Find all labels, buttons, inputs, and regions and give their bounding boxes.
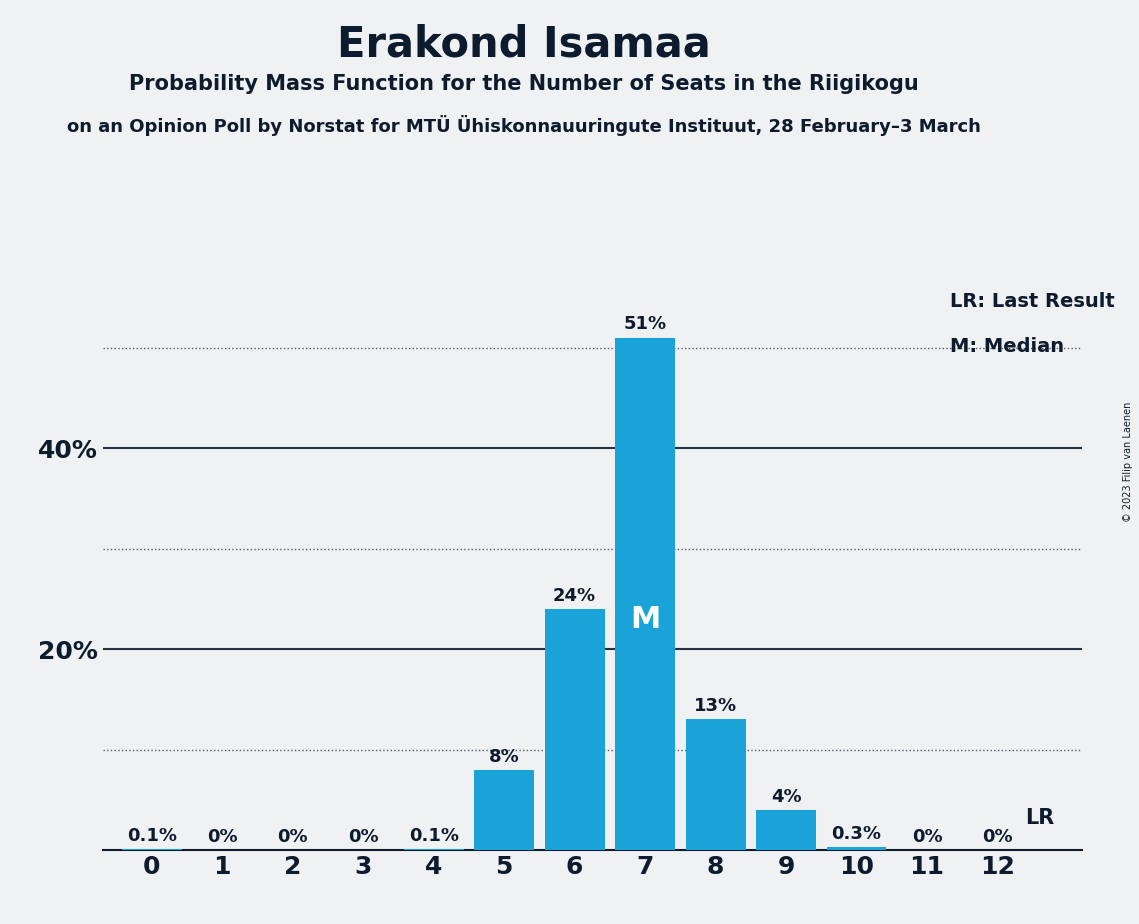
Bar (756, 809, 816, 850)
Text: 4%: 4% (771, 788, 802, 806)
Text: 0%: 0% (278, 828, 308, 846)
Text: 0.1%: 0.1% (409, 827, 459, 845)
Bar (827, 847, 886, 850)
Text: 0.3%: 0.3% (831, 825, 882, 843)
Text: 0%: 0% (207, 828, 238, 846)
Bar (474, 770, 534, 850)
Text: M: Median: M: Median (950, 337, 1064, 357)
Bar (403, 849, 464, 850)
Text: 13%: 13% (694, 698, 737, 715)
Text: 0%: 0% (982, 828, 1013, 846)
Text: 51%: 51% (623, 315, 666, 334)
Text: 0%: 0% (911, 828, 942, 846)
Text: 8%: 8% (489, 748, 519, 766)
Text: M: M (630, 605, 661, 634)
Bar (122, 849, 182, 850)
Text: 0.1%: 0.1% (126, 827, 177, 845)
Bar (544, 609, 605, 850)
Text: Erakond Isamaa: Erakond Isamaa (337, 23, 711, 65)
Text: © 2023 Filip van Laenen: © 2023 Filip van Laenen (1123, 402, 1133, 522)
Bar (615, 337, 675, 850)
Text: Probability Mass Function for the Number of Seats in the Riigikogu: Probability Mass Function for the Number… (129, 74, 919, 94)
Text: 0%: 0% (347, 828, 378, 846)
Text: 24%: 24% (554, 587, 596, 605)
Bar (686, 720, 746, 850)
Text: LR: Last Result: LR: Last Result (950, 292, 1115, 310)
Text: LR: LR (1025, 808, 1055, 828)
Text: on an Opinion Poll by Norstat for MTÜ Ühiskonnauuringute Instituut, 28 February–: on an Opinion Poll by Norstat for MTÜ Üh… (67, 116, 981, 137)
